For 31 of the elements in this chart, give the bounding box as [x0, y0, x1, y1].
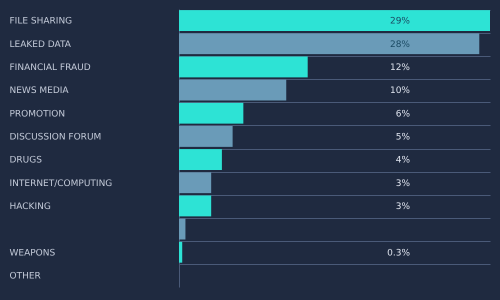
data-label: 6% [396, 109, 410, 120]
bar [179, 195, 212, 216]
bar [179, 80, 286, 101]
y-tick-label: FINANCIAL FRAUD [10, 62, 91, 73]
bar [179, 172, 212, 194]
y-tick-label: DISCUSSION FORUM [10, 132, 102, 142]
y-tick-label: WEAPONS [10, 248, 56, 258]
data-label: 0.3% [387, 248, 410, 258]
y-tick-label: FILE SHARING [10, 16, 72, 27]
bar [179, 33, 480, 54]
y-tick-label: OTHER [10, 271, 41, 282]
bar [179, 218, 186, 240]
data-label: 3% [396, 178, 410, 189]
data-label: 10% [390, 86, 410, 96]
data-label: 4% [396, 156, 410, 166]
data-label: 5% [396, 132, 410, 142]
bar [179, 56, 308, 78]
data-label: 3% [396, 202, 410, 212]
data-label: 29% [390, 16, 410, 27]
y-tick-label: DRUGS [10, 156, 42, 166]
y-tick-label: NEWS MEDIA [10, 86, 70, 96]
bar [179, 102, 244, 124]
data-label: 28% [390, 40, 410, 50]
y-tick-label: INTERNET/COMPUTING [10, 178, 112, 189]
y-tick-label: LEAKED DATA [10, 40, 72, 50]
bar [179, 126, 233, 147]
bar [179, 242, 182, 263]
y-tick-label: PROMOTION [10, 109, 66, 120]
data-label: 12% [390, 62, 410, 73]
bar [179, 149, 222, 170]
y-tick-label: HACKING [10, 202, 51, 212]
